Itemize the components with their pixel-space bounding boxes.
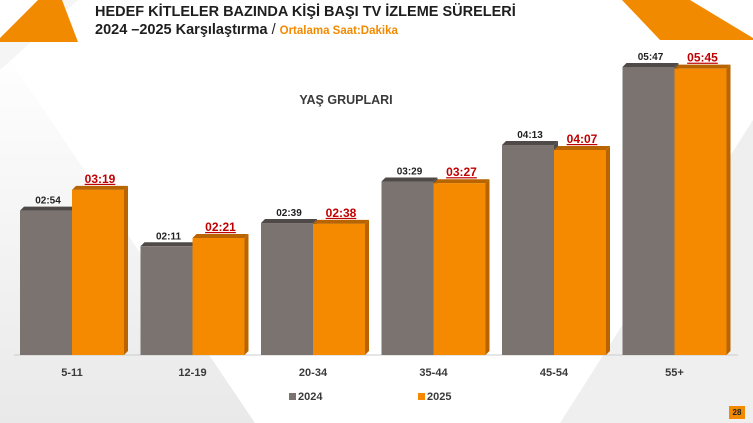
bar-2024-55+: [622, 67, 675, 355]
category-label-55+: 55+: [665, 367, 684, 379]
subtitle-unit: Ortalama Saat:Dakika: [279, 25, 398, 37]
data-label-2025-12-19: 02:21: [205, 220, 236, 234]
data-label-2024-55+: 05:47: [638, 52, 664, 63]
bar-top-2024-5-11: [20, 206, 76, 211]
bar-top-2024-20-34: [261, 219, 317, 224]
bar-side-2025-45-54: [606, 145, 610, 355]
bar-2024-12-19: [140, 246, 193, 355]
category-label-5-11: 5-11: [61, 367, 82, 379]
bar-top-2025-45-54: [554, 145, 610, 150]
legend-label-2025: 2025: [427, 391, 451, 403]
bar-2025-20-34: [313, 223, 365, 355]
data-label-2025-5-11: 03:19: [85, 172, 116, 186]
data-label-2024-20-34: 02:39: [276, 208, 302, 219]
bar-2024-35-44: [381, 181, 434, 355]
bar-top-2025-12-19: [192, 233, 249, 238]
data-label-2025-55+: 05:45: [687, 51, 718, 65]
bar-top-2024-12-19: [140, 242, 197, 247]
bar-2025-5-11: [72, 189, 124, 355]
category-label-35-44: 35-44: [419, 367, 448, 379]
bar-2024-20-34: [261, 223, 313, 355]
bar-top-2024-45-54: [502, 141, 558, 146]
legend-swatch-2025: [418, 393, 425, 400]
bar-side-2025-35-44: [485, 179, 490, 355]
subtitle-period: 2024 –2025 Karşılaştırma: [95, 22, 268, 38]
bar-side-2025-12-19: [244, 233, 249, 355]
bar-top-2025-55+: [674, 64, 731, 69]
category-label-45-54: 45-54: [540, 367, 569, 379]
bar-2024-45-54: [502, 145, 554, 355]
bar-top-2024-35-44: [381, 177, 438, 182]
header-right-white-triangle: [690, 0, 753, 38]
bar-side-2025-55+: [726, 64, 731, 355]
header-left-white-cut: [0, 0, 38, 38]
page-number: 28: [729, 406, 745, 419]
legend-label-2024: 2024: [298, 391, 323, 403]
bar-top-2025-20-34: [313, 219, 369, 224]
data-label-2025-45-54: 04:07: [567, 132, 598, 146]
bar-side-2025-20-34: [365, 219, 369, 355]
legend-swatch-2024: [289, 393, 296, 400]
bar-2025-12-19: [192, 237, 245, 355]
page-subtitle: 2024 –2025 Karşılaştırma / Ortalama Saat…: [95, 22, 398, 38]
page-title: HEDEF KİTLELER BAZINDA KİŞİ BAŞI TV İZLE…: [95, 4, 516, 20]
subtitle-separator: /: [271, 22, 276, 38]
data-label-2024-35-44: 03:29: [397, 167, 423, 178]
bar-top-2025-35-44: [433, 179, 490, 184]
data-label-2025-20-34: 02:38: [326, 206, 357, 220]
bar-top-2024-55+: [622, 63, 679, 67]
chart-title: YAŞ GRUPLARI: [299, 93, 392, 107]
bar-top-2025-5-11: [72, 185, 128, 190]
bar-2025-45-54: [554, 149, 606, 355]
bar-2025-55+: [674, 68, 727, 355]
bar-2025-35-44: [433, 183, 486, 355]
bar-side-2025-5-11: [124, 185, 128, 355]
category-label-12-19: 12-19: [178, 367, 206, 379]
bar-2024-5-11: [20, 210, 72, 355]
category-label-20-34: 20-34: [299, 367, 328, 379]
data-label-2024-12-19: 02:11: [156, 231, 181, 242]
data-label-2024-5-11: 02:54: [35, 196, 61, 207]
data-label-2024-45-54: 04:13: [517, 130, 543, 141]
data-label-2025-35-44: 03:27: [446, 165, 477, 179]
